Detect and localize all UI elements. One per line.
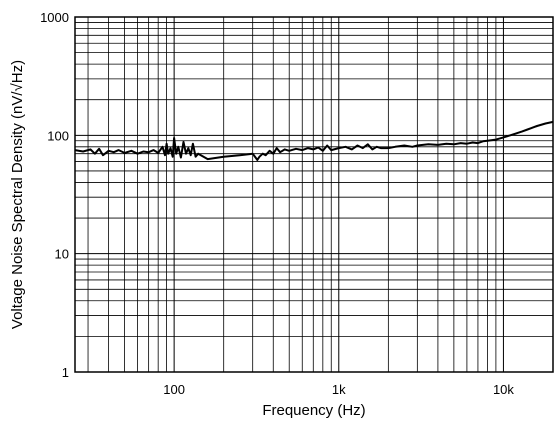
x-tick-labels: 100 1k 10k (163, 382, 514, 397)
plot-frame (74, 16, 554, 373)
x-tick-label: 1k (332, 382, 346, 397)
x-tick-label: 10k (493, 382, 514, 397)
minor-grid (75, 17, 554, 372)
series-layer (74, 120, 554, 161)
x-axis-title: Frequency (Hz) (262, 402, 365, 419)
y-tick-label: 100 (47, 128, 69, 143)
y-tick-labels: 1 10 100 1000 (40, 10, 69, 380)
x-tick-label: 100 (163, 382, 185, 397)
y-tick-label: 1 (62, 365, 69, 380)
y-tick-label: 1000 (40, 10, 69, 25)
y-axis-title: Voltage Noise Spectral Density (nV/√Hz) (9, 60, 26, 329)
noise-density-line (74, 120, 554, 161)
y-tick-label: 10 (55, 247, 69, 262)
major-grid (75, 17, 553, 373)
